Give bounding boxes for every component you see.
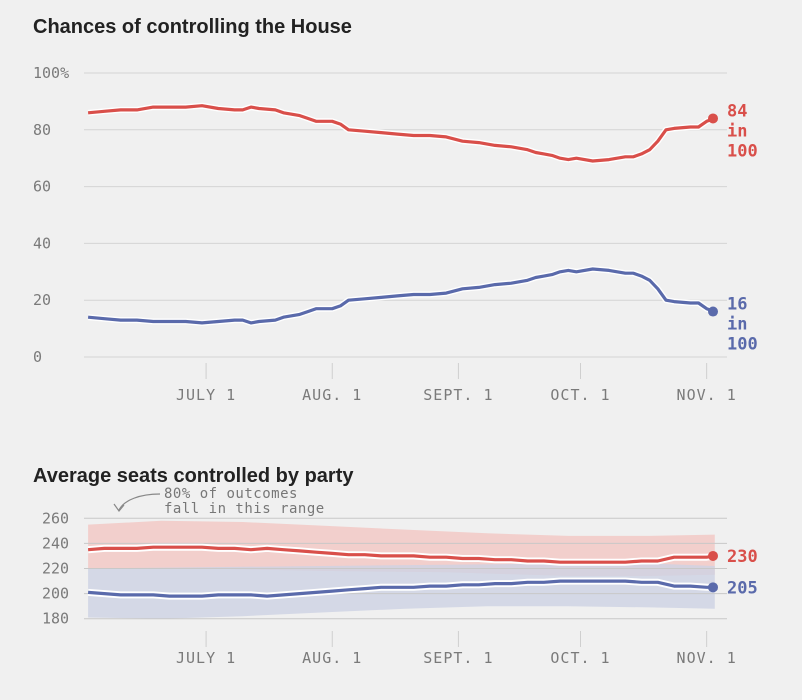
annotation-arrowhead (113, 503, 125, 512)
x-tick-label: AUG. 1 (302, 649, 362, 667)
end-label-line: 100 (727, 335, 758, 355)
chance-chart: Chances of controlling the House 100% 80 6… (33, 16, 758, 404)
end-label: 230 (727, 547, 758, 567)
annotation-line-1: 80% of outcomes (164, 486, 298, 502)
y-tick-label: 20 (33, 291, 51, 309)
series-end-dot-1 (708, 582, 718, 593)
annotation-arrow (118, 493, 161, 511)
end-label-line: 84 (727, 101, 747, 121)
y-tick-label: 80 (33, 121, 51, 139)
y-tick-label: 40 (33, 234, 51, 252)
y-tick-label: 100% (33, 64, 69, 82)
series-end-dot-1 (708, 306, 718, 317)
series-end-dot-0 (708, 550, 718, 561)
chart-title: Average seats controlled by party (33, 465, 354, 487)
series-lines (87, 102, 718, 326)
end-label: 205 (727, 578, 758, 598)
outcome-band-1 (88, 563, 715, 619)
outcome-bands (88, 520, 715, 619)
x-tick-label: JULY 1 (176, 649, 236, 667)
x-axis-ticks: JULY 1 AUG. 1 SEPT. 1 OCT. 1 NOV. 1 (176, 363, 737, 404)
end-label-line: in (727, 315, 747, 335)
y-tick-label: 0 (33, 348, 42, 366)
series-line-0 (87, 104, 716, 163)
y-tick-label: 220 (42, 560, 69, 578)
x-tick-label: JULY 1 (176, 386, 236, 404)
x-tick-label: SEPT. 1 (423, 649, 493, 667)
end-label-line: 16 (727, 295, 747, 315)
y-axis-ticks: 100% 80 60 40 20 0 (33, 64, 69, 366)
x-tick-label: NOV. 1 (677, 649, 737, 667)
grid (84, 72, 727, 358)
y-tick-label: 180 (42, 610, 69, 628)
y-tick-label: 240 (42, 534, 69, 552)
series-line-0 (87, 545, 716, 564)
x-tick-label: NOV. 1 (677, 386, 737, 404)
y-tick-label: 260 (42, 509, 69, 527)
series-line-1 (87, 579, 715, 598)
seats-chart: Average seats controlled by party 260 240… (33, 465, 758, 667)
chart-title: Chances of controlling the House (33, 16, 352, 38)
series-line-1 (87, 267, 716, 325)
end-label-line: 100 (727, 141, 758, 161)
x-tick-label: OCT. 1 (550, 386, 610, 404)
x-tick-label: SEPT. 1 (423, 386, 493, 404)
y-tick-label: 60 (33, 178, 51, 196)
x-tick-label: AUG. 1 (302, 386, 362, 404)
y-tick-label: 200 (42, 585, 69, 603)
annotation-line-2: fall in this range (164, 501, 325, 517)
series-lines (87, 543, 718, 600)
range-annotation: 80% of outcomes fall in this range (113, 486, 325, 517)
end-labels: 230 205 (727, 547, 758, 598)
x-axis-ticks: JULY 1 AUG. 1 SEPT. 1 OCT. 1 NOV. 1 (176, 631, 737, 667)
x-tick-label: OCT. 1 (550, 649, 610, 667)
series-end-dot-0 (708, 113, 718, 124)
end-label-line: in (727, 121, 747, 141)
y-axis-ticks: 260 240 220 200 180 (42, 509, 69, 627)
